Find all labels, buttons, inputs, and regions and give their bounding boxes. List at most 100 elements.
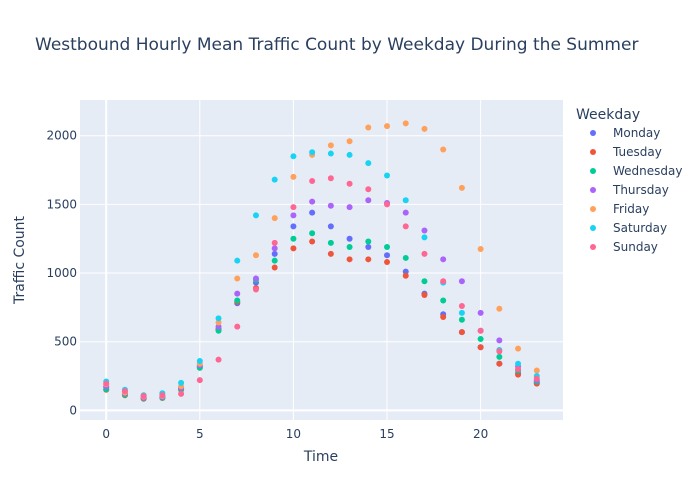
- data-point: [215, 323, 222, 330]
- data-point: [496, 353, 503, 360]
- data-point: [365, 238, 372, 245]
- data-point: [533, 367, 540, 374]
- data-point: [327, 239, 334, 246]
- legend-marker: [590, 149, 596, 155]
- data-point: [365, 124, 372, 131]
- zero-line: [80, 100, 563, 420]
- data-point: [496, 305, 503, 312]
- data-point: [384, 201, 391, 208]
- data-point: [477, 344, 484, 351]
- data-point: [121, 388, 128, 395]
- data-point: [346, 235, 353, 242]
- data-point: [309, 178, 316, 185]
- legend-label: Friday: [613, 202, 649, 216]
- data-point: [290, 245, 297, 252]
- data-point: [477, 309, 484, 316]
- x-tick-label: 5: [196, 427, 204, 441]
- data-point: [252, 212, 259, 219]
- legend-title: Weekday: [576, 107, 640, 123]
- data-point: [327, 250, 334, 257]
- legend-label: Thursday: [612, 183, 669, 197]
- data-point: [421, 250, 428, 257]
- data-point: [496, 348, 503, 355]
- data-point: [515, 366, 522, 373]
- data-point: [327, 150, 334, 157]
- data-point: [309, 209, 316, 216]
- data-point: [290, 173, 297, 180]
- legend-item-thursday[interactable]: Thursday: [590, 183, 669, 197]
- data-point: [515, 345, 522, 352]
- legend-items: Monday Tuesday Wednesday Thursday Friday Satu…: [590, 126, 682, 254]
- data-point: [421, 278, 428, 285]
- data-point: [346, 243, 353, 250]
- data-point: [346, 180, 353, 187]
- data-point: [271, 176, 278, 183]
- data-point: [327, 223, 334, 230]
- legend-item-friday[interactable]: Friday: [590, 202, 649, 216]
- data-point: [234, 290, 241, 297]
- data-point: [309, 238, 316, 245]
- legend-label: Sunday: [613, 240, 658, 254]
- legend-marker: [590, 168, 596, 174]
- legend-label: Monday: [613, 126, 660, 140]
- data-point: [384, 123, 391, 130]
- data-point: [271, 215, 278, 222]
- data-point: [533, 375, 540, 382]
- legend-item-wednesday[interactable]: Wednesday: [590, 164, 682, 178]
- legend-marker: [590, 187, 596, 193]
- data-point: [159, 392, 166, 399]
- data-point: [365, 160, 372, 167]
- data-point: [327, 202, 334, 209]
- data-point: [440, 256, 447, 263]
- data-point: [384, 172, 391, 179]
- data-point: [290, 153, 297, 160]
- x-tick-label: 10: [286, 427, 301, 441]
- data-point: [346, 151, 353, 158]
- data-point: [402, 120, 409, 127]
- x-tick-label: 0: [102, 427, 110, 441]
- data-point: [215, 319, 222, 326]
- data-point: [440, 297, 447, 304]
- data-point: [477, 335, 484, 342]
- data-point: [496, 337, 503, 344]
- data-point: [252, 286, 259, 293]
- data-point: [215, 327, 222, 334]
- data-point: [290, 212, 297, 219]
- series-sunday: [103, 175, 540, 399]
- data-point: [440, 313, 447, 320]
- legend-label: Tuesday: [612, 145, 662, 159]
- legend-item-saturday[interactable]: Saturday: [590, 221, 667, 235]
- data-point: [346, 138, 353, 145]
- data-point: [215, 356, 222, 363]
- data-point: [421, 125, 428, 132]
- legend-item-monday[interactable]: Monday: [590, 126, 660, 140]
- data-point: [458, 278, 465, 285]
- data-point: [477, 246, 484, 253]
- data-point: [309, 149, 316, 156]
- y-tick-label: 1000: [46, 266, 77, 280]
- plot-area: [80, 100, 563, 420]
- legend-item-tuesday[interactable]: Tuesday: [590, 145, 662, 159]
- x-tick-labels: 0 5 10 15 20: [102, 427, 488, 441]
- y-tick-label: 1500: [46, 197, 77, 211]
- data-point: [178, 379, 185, 386]
- data-point: [327, 175, 334, 182]
- data-point: [458, 316, 465, 323]
- data-point: [421, 292, 428, 299]
- legend-label: Saturday: [613, 221, 667, 235]
- y-tick-label: 0: [69, 403, 77, 417]
- data-point: [402, 272, 409, 279]
- legend: Weekday Monday Tuesday Wednesday Thursday Fr…: [576, 107, 682, 254]
- data-point: [234, 257, 241, 264]
- data-point: [290, 223, 297, 230]
- legend-item-sunday[interactable]: Sunday: [590, 240, 658, 254]
- data-points: [103, 120, 540, 402]
- data-point: [440, 146, 447, 153]
- data-point: [515, 360, 522, 367]
- data-point: [440, 278, 447, 285]
- data-point: [252, 275, 259, 282]
- data-point: [365, 186, 372, 193]
- data-point: [496, 360, 503, 367]
